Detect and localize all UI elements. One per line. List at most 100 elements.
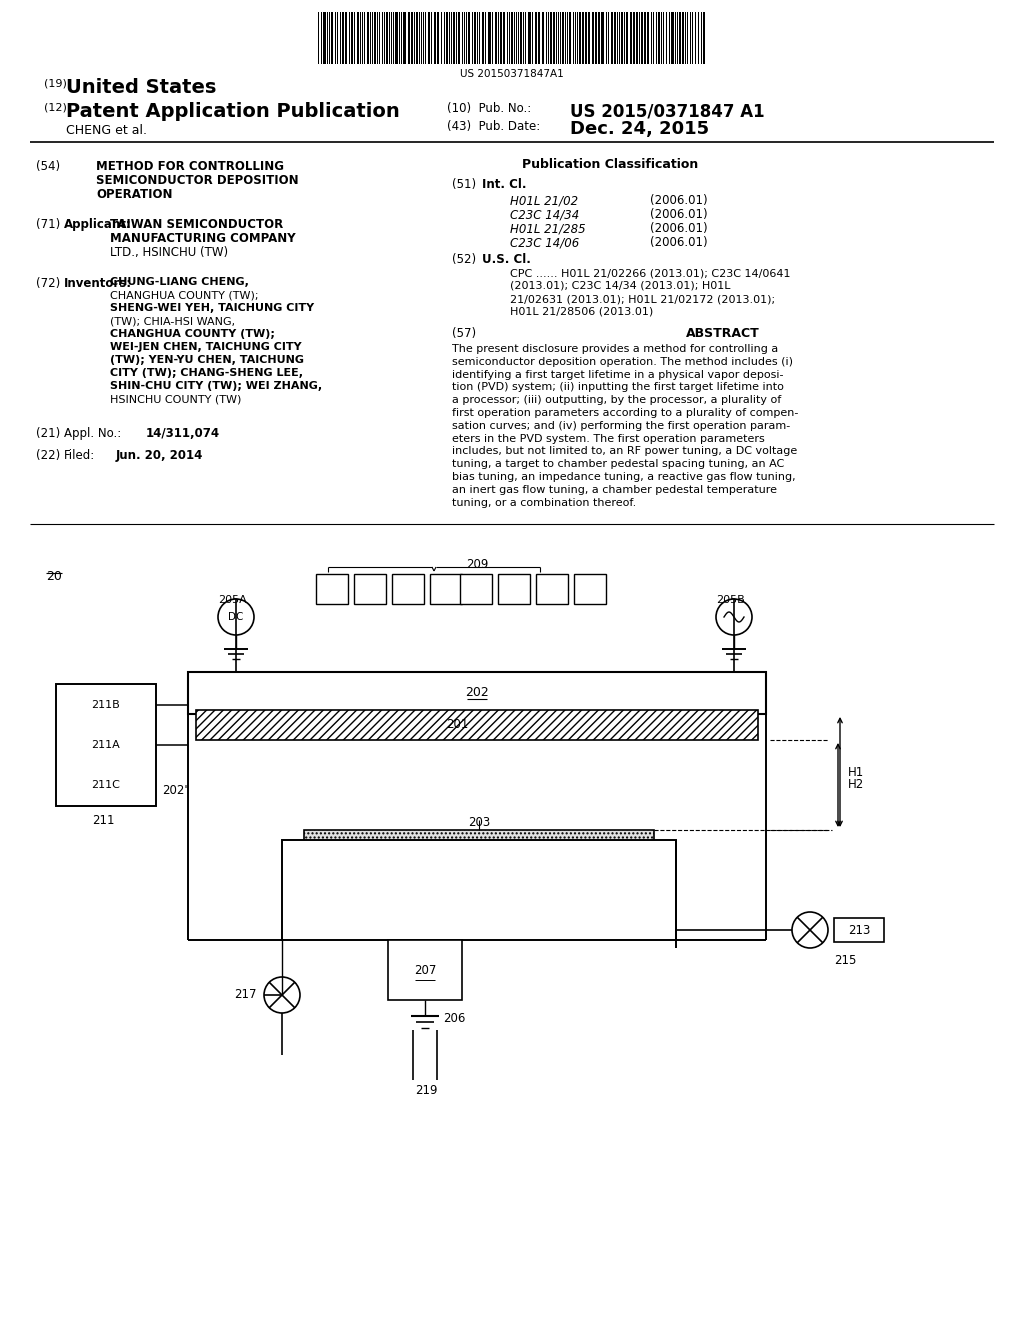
Text: a processor; (iii) outputting, by the processor, a plurality of: a processor; (iii) outputting, by the pr… bbox=[452, 395, 781, 405]
Bar bbox=[304, 830, 654, 847]
Bar bbox=[630, 12, 632, 63]
Bar bbox=[500, 12, 502, 63]
Text: (TW); CHIA-HSI WANG,: (TW); CHIA-HSI WANG, bbox=[110, 315, 236, 326]
Text: 205B: 205B bbox=[716, 595, 744, 605]
Bar bbox=[403, 12, 406, 63]
Text: 14/311,074: 14/311,074 bbox=[146, 426, 220, 440]
Text: (2006.01): (2006.01) bbox=[650, 236, 708, 249]
Bar bbox=[428, 12, 430, 63]
Text: DC: DC bbox=[228, 612, 244, 622]
Bar bbox=[538, 12, 540, 63]
Bar bbox=[679, 12, 681, 63]
Text: Applicant:: Applicant: bbox=[63, 218, 132, 231]
Text: US 2015/0371847 A1: US 2015/0371847 A1 bbox=[570, 102, 765, 120]
Text: US 20150371847A1: US 20150371847A1 bbox=[460, 69, 564, 79]
Text: CPC ...... H01L 21/02266 (2013.01); C23C 14/0641: CPC ...... H01L 21/02266 (2013.01); C23C… bbox=[510, 268, 791, 279]
Text: sation curves; and (iv) performing the first operation param-: sation curves; and (iv) performing the f… bbox=[452, 421, 791, 430]
Bar bbox=[647, 12, 649, 63]
Text: (12): (12) bbox=[44, 102, 67, 112]
Text: bias tuning, an impedance tuning, a reactive gas flow tuning,: bias tuning, an impedance tuning, a reac… bbox=[452, 473, 796, 482]
Bar bbox=[357, 12, 359, 63]
Text: (19): (19) bbox=[44, 78, 67, 88]
Text: OPERATION: OPERATION bbox=[96, 187, 172, 201]
Text: Dec. 24, 2015: Dec. 24, 2015 bbox=[570, 120, 710, 139]
Bar bbox=[834, 917, 884, 942]
Bar bbox=[503, 12, 505, 63]
Text: ABSTRACT: ABSTRACT bbox=[686, 327, 760, 341]
Text: C23C 14/06: C23C 14/06 bbox=[510, 236, 580, 249]
Text: identifying a first target lifetime in a physical vapor deposi-: identifying a first target lifetime in a… bbox=[452, 370, 783, 380]
Text: CHANGHUA COUNTY (TW);: CHANGHUA COUNTY (TW); bbox=[110, 329, 274, 339]
Text: 219: 219 bbox=[415, 1084, 437, 1097]
Text: (2006.01): (2006.01) bbox=[650, 222, 708, 235]
Text: Inventors:: Inventors: bbox=[63, 277, 132, 290]
Text: U.S. Cl.: U.S. Cl. bbox=[482, 253, 530, 267]
Text: (2006.01): (2006.01) bbox=[650, 194, 708, 207]
Bar bbox=[579, 12, 581, 63]
Bar bbox=[62, 690, 150, 719]
Text: 203: 203 bbox=[468, 816, 490, 829]
Text: H2: H2 bbox=[848, 779, 864, 792]
Bar bbox=[408, 12, 410, 63]
Bar bbox=[595, 12, 597, 63]
Bar bbox=[62, 730, 150, 760]
Text: 206: 206 bbox=[443, 1012, 465, 1026]
Text: first operation parameters according to a plurality of compen-: first operation parameters according to … bbox=[452, 408, 799, 418]
Text: 21/02631 (2013.01); H01L 21/02172 (2013.01);: 21/02631 (2013.01); H01L 21/02172 (2013.… bbox=[510, 294, 775, 304]
Text: 202': 202' bbox=[162, 784, 187, 796]
Text: (43)  Pub. Date:: (43) Pub. Date: bbox=[447, 120, 541, 133]
Text: H1: H1 bbox=[848, 766, 864, 779]
Text: (TW); YEN-YU CHEN, TAICHUNG: (TW); YEN-YU CHEN, TAICHUNG bbox=[110, 355, 304, 366]
Bar bbox=[644, 12, 646, 63]
Text: includes, but not limited to, an RF power tuning, a DC voltage: includes, but not limited to, an RF powe… bbox=[452, 446, 798, 457]
Bar bbox=[636, 12, 638, 63]
Bar bbox=[598, 12, 600, 63]
Bar bbox=[535, 12, 537, 63]
Text: H01L 21/02: H01L 21/02 bbox=[510, 194, 579, 207]
Text: SHIN-CHU CITY (TW); WEI ZHANG,: SHIN-CHU CITY (TW); WEI ZHANG, bbox=[110, 381, 323, 391]
Bar bbox=[468, 12, 470, 63]
Text: 211A: 211A bbox=[91, 741, 121, 750]
Text: Int. Cl.: Int. Cl. bbox=[482, 178, 526, 191]
Text: 207: 207 bbox=[414, 964, 436, 977]
Text: C23C 14/34: C23C 14/34 bbox=[510, 209, 580, 220]
Text: Filed:: Filed: bbox=[63, 449, 95, 462]
Text: tuning, a target to chamber pedestal spacing tuning, an AC: tuning, a target to chamber pedestal spa… bbox=[452, 459, 784, 469]
Bar bbox=[511, 12, 513, 63]
Bar bbox=[536, 574, 568, 605]
Bar bbox=[488, 12, 490, 63]
Bar bbox=[621, 12, 623, 63]
Bar bbox=[498, 574, 530, 605]
Text: CHUNG-LIANG CHENG,: CHUNG-LIANG CHENG, bbox=[110, 277, 249, 286]
Text: (51): (51) bbox=[452, 178, 476, 191]
Bar bbox=[658, 12, 660, 63]
Text: tuning, or a combination thereof.: tuning, or a combination thereof. bbox=[452, 498, 636, 508]
Text: HSINCHU COUNTY (TW): HSINCHU COUNTY (TW) bbox=[110, 393, 242, 404]
Bar bbox=[458, 12, 460, 63]
Bar bbox=[388, 940, 462, 1001]
Text: United States: United States bbox=[66, 78, 216, 96]
Bar bbox=[351, 12, 353, 63]
Text: Appl. No.:: Appl. No.: bbox=[63, 426, 121, 440]
Bar bbox=[588, 12, 590, 63]
Bar bbox=[460, 574, 492, 605]
Text: (54): (54) bbox=[36, 160, 60, 173]
Text: (2006.01): (2006.01) bbox=[650, 209, 708, 220]
Text: 211: 211 bbox=[92, 814, 115, 828]
Bar bbox=[437, 12, 439, 63]
Text: 202: 202 bbox=[465, 686, 488, 700]
Text: (21): (21) bbox=[36, 426, 60, 440]
Text: The present disclosure provides a method for controlling a: The present disclosure provides a method… bbox=[452, 345, 778, 354]
Bar bbox=[574, 574, 606, 605]
Text: (57): (57) bbox=[452, 327, 476, 341]
Bar bbox=[626, 12, 628, 63]
Bar bbox=[520, 12, 522, 63]
Bar bbox=[495, 12, 497, 63]
Text: 209: 209 bbox=[466, 558, 488, 572]
Bar bbox=[56, 684, 156, 807]
Bar bbox=[703, 12, 705, 63]
Bar bbox=[582, 12, 584, 63]
Text: (72): (72) bbox=[36, 277, 60, 290]
Bar bbox=[553, 12, 555, 63]
Text: MANUFACTURING COMPANY: MANUFACTURING COMPANY bbox=[110, 232, 296, 246]
